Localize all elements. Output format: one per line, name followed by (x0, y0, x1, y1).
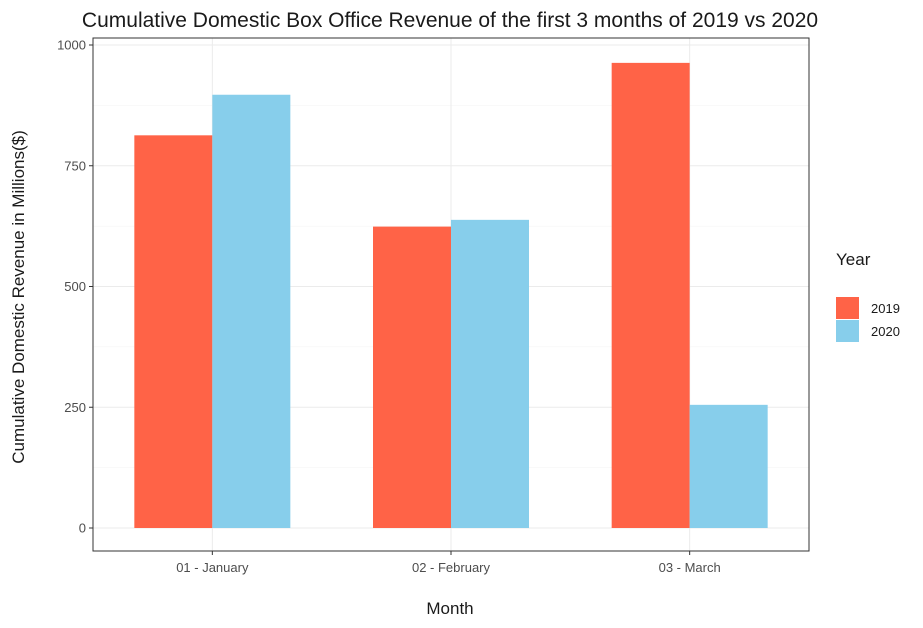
x-axis-title: Month (426, 599, 473, 618)
y-axis: 0 250 500 750 1000 (57, 38, 93, 536)
y-tick-label: 0 (79, 521, 86, 536)
legend-label-2020: 2020 (871, 324, 900, 339)
bar-2020-1 (212, 94, 291, 529)
bar-2019-2 (373, 226, 451, 528)
y-tick-label: 500 (64, 279, 86, 294)
y-tick-label: 750 (64, 158, 86, 173)
legend-title: Year (836, 250, 871, 269)
bar-2020-3 (689, 404, 768, 528)
bar-2019-3 (611, 62, 690, 528)
x-tick-label: 02 - February (412, 560, 491, 575)
bar-2020-2 (451, 219, 529, 528)
legend-key-2019 (836, 297, 859, 319)
y-tick-label: 250 (64, 400, 86, 415)
y-tick-label: 1000 (57, 38, 86, 53)
x-tick-label: 01 - January (176, 560, 249, 575)
legend-key-2020 (836, 320, 859, 342)
bar-2019-1 (134, 135, 213, 529)
legend-label-2019: 2019 (871, 301, 900, 316)
y-axis-title: Cumulative Domestic Revenue in Millions(… (9, 130, 28, 464)
x-axis: 01 - January 02 - February 03 - March (176, 551, 721, 575)
bars (134, 62, 768, 529)
legend: Year 2019 2020 (836, 250, 900, 342)
chart-title: Cumulative Domestic Box Office Revenue o… (82, 9, 818, 32)
x-tick-label: 03 - March (659, 560, 721, 575)
